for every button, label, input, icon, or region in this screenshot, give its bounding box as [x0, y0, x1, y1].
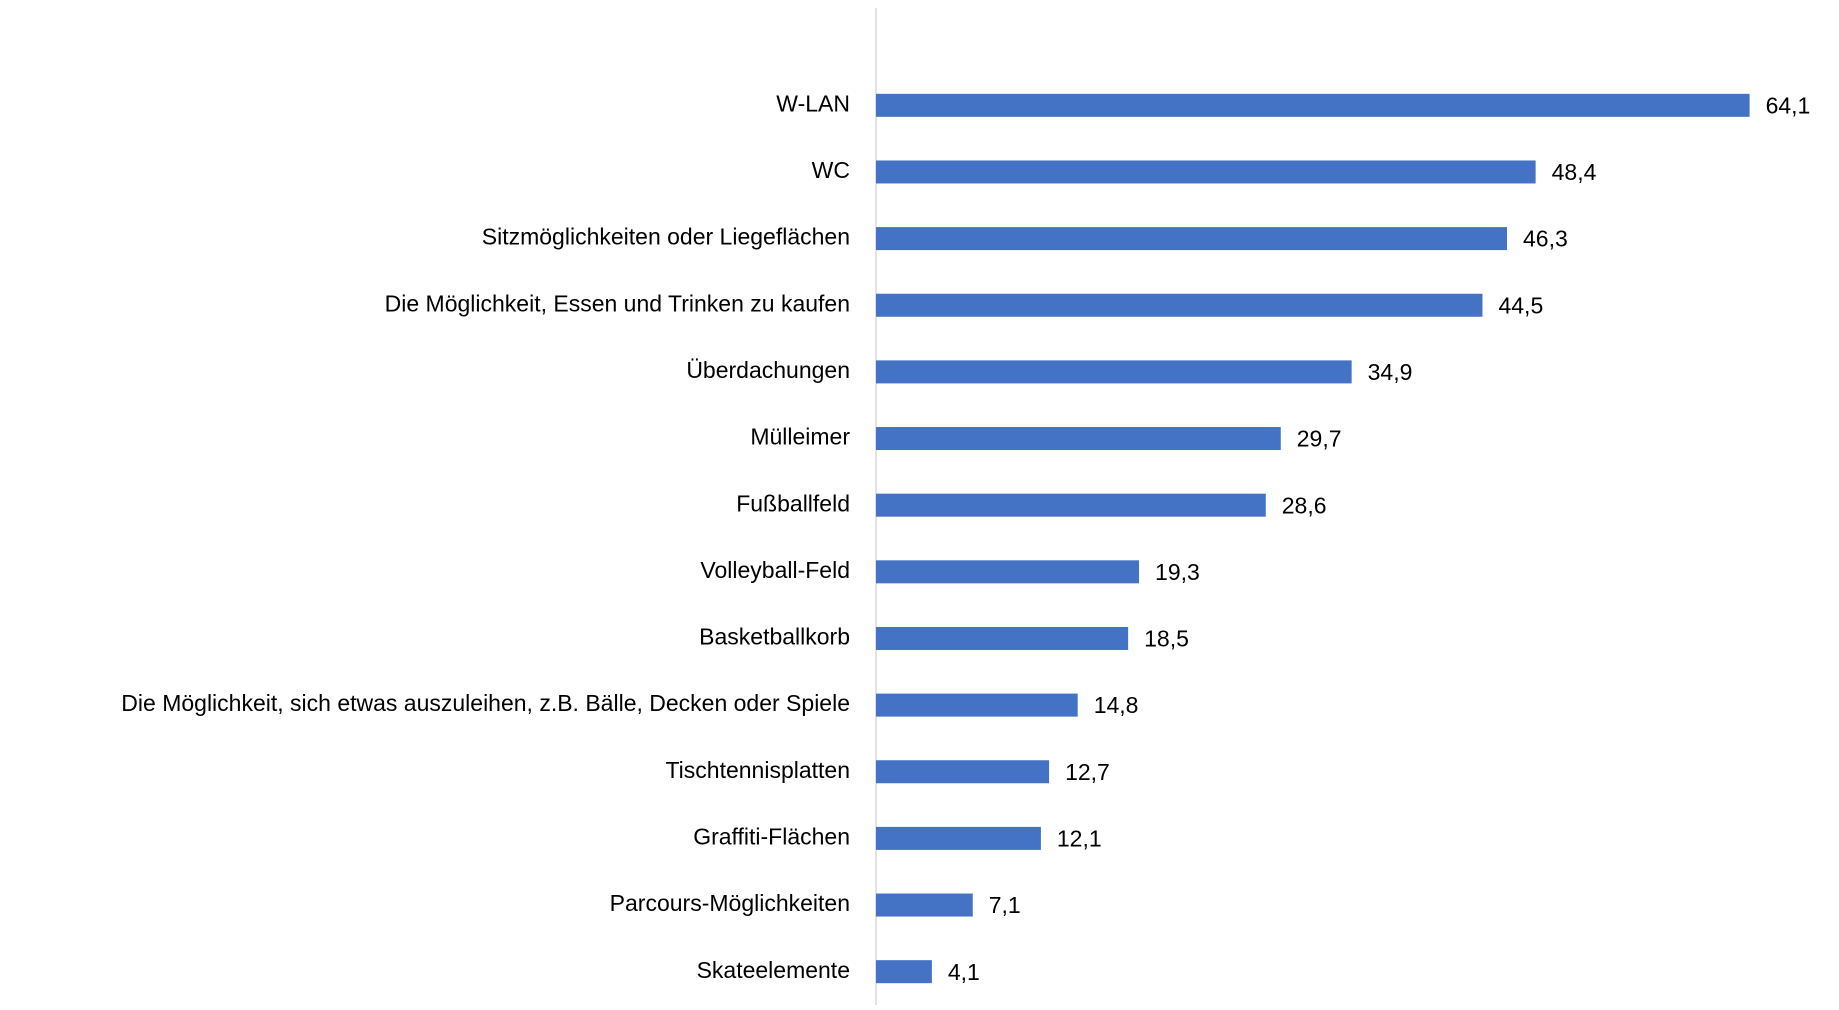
bar [876, 227, 1508, 251]
y-tick-label: Überdachungen [686, 357, 850, 383]
y-tick-label: Tischtennisplatten [665, 757, 850, 783]
y-tick-label: Basketballkorb [699, 624, 850, 650]
data-label: 28,6 [1282, 492, 1327, 518]
bar [876, 493, 1266, 517]
data-label: 4,1 [948, 959, 980, 985]
data-label: 18,5 [1144, 626, 1189, 652]
bar [876, 693, 1078, 717]
data-label: 44,5 [1498, 292, 1543, 318]
bar [876, 293, 1483, 317]
y-tick-label: Fußballfeld [736, 490, 850, 516]
data-label: 29,7 [1297, 426, 1342, 452]
y-tick-label: Volleyball-Feld [700, 557, 850, 583]
data-label: 34,9 [1368, 359, 1413, 385]
bar [876, 427, 1281, 451]
bar [876, 960, 932, 984]
bar [876, 560, 1140, 584]
y-tick-label: Parcours-Möglichkeiten [610, 890, 850, 916]
bar [876, 93, 1750, 117]
y-tick-label: W-LAN [776, 90, 850, 116]
bar [876, 626, 1129, 650]
bar [876, 360, 1352, 384]
data-label: 64,1 [1766, 92, 1811, 118]
data-label: 7,1 [989, 892, 1021, 918]
data-label: 12,7 [1065, 759, 1110, 785]
y-tick-label: WC [812, 157, 850, 183]
data-label: 48,4 [1552, 159, 1597, 185]
bar [876, 826, 1041, 850]
bar [876, 160, 1536, 184]
data-label: 14,8 [1094, 692, 1139, 718]
y-tick-label: Sitzmöglichkeiten oder Liegeflächen [482, 224, 850, 250]
bar [876, 760, 1050, 784]
y-tick-label: Die Möglichkeit, Essen und Trinken zu ka… [385, 290, 850, 316]
y-tick-label: Graffiti-Flächen [693, 823, 850, 849]
y-tick-label: Die Möglichkeit, sich etwas auszuleihen,… [121, 690, 850, 716]
data-label: 46,3 [1523, 226, 1568, 252]
bar [876, 893, 973, 917]
data-label: 12,1 [1057, 825, 1102, 851]
data-label: 19,3 [1155, 559, 1200, 585]
y-tick-label: Mülleimer [750, 424, 850, 450]
y-tick-label: Skateelemente [697, 957, 850, 983]
